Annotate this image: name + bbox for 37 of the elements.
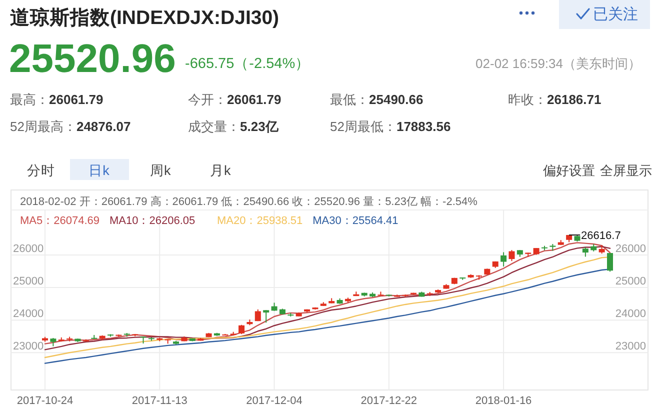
text: MA5：26074.69 bbox=[20, 215, 100, 227]
y2-tick-label: 25000 bbox=[615, 276, 646, 288]
text: 周k bbox=[150, 163, 171, 178]
x-tick-label: 2017-10-24 bbox=[16, 395, 74, 407]
text: 最低：25490.66 bbox=[330, 92, 424, 107]
chart-title: 道琼斯指数(INDEXDJX:DJI30) bbox=[10, 6, 280, 29]
annotation: 26616.7 bbox=[581, 230, 621, 242]
text: 最高：26061.79 bbox=[10, 92, 104, 107]
y-tick-label: 25000 bbox=[13, 276, 44, 288]
x-tick-label: 2017-11-13 bbox=[132, 395, 188, 407]
text: MA10：26206.05 bbox=[110, 215, 196, 227]
y-tick-label: 26000 bbox=[13, 243, 44, 256]
text: 52周最低：17883.56 bbox=[330, 119, 451, 134]
text: 日k bbox=[88, 163, 110, 178]
text: 52周最高：24876.07 bbox=[10, 119, 131, 134]
y-tick-label: 23000 bbox=[13, 340, 44, 353]
x-tick-label: 2017-12-22 bbox=[360, 395, 418, 407]
text: 昨收：26186.71 bbox=[508, 92, 602, 107]
y2-tick-label: 23000 bbox=[615, 340, 646, 353]
y-tick-label: 24000 bbox=[13, 308, 44, 320]
text: 02-02 16:59:34（美东时间） bbox=[476, 56, 641, 71]
y2-tick-label: 26000 bbox=[615, 243, 646, 256]
text: MA20：25938.51 bbox=[217, 215, 303, 227]
text: 2018-02-02 开：26061.79 高：26061.79 低：25490.66 收：25520.96 量：5.23亿 幅：-2.54% bbox=[20, 195, 478, 208]
text: 月k bbox=[210, 163, 231, 178]
text: 今开：26061.79 bbox=[188, 92, 282, 107]
text: 全屏显示 bbox=[600, 163, 652, 178]
text: 分时 bbox=[27, 163, 55, 178]
x-tick-label: 2017-12-04 bbox=[246, 395, 302, 407]
text: 25520.96 bbox=[9, 37, 176, 81]
text: MA30：25564.41 bbox=[312, 215, 398, 227]
text: 成交量：5.23亿 bbox=[188, 119, 280, 134]
y2-tick-label: 24000 bbox=[615, 308, 646, 320]
text: -665.75（-2.54%） bbox=[185, 56, 310, 72]
text: 已关注 bbox=[593, 6, 638, 23]
x-tick-label: 2018-01-16 bbox=[475, 395, 532, 407]
text: 偏好设置 bbox=[543, 163, 595, 178]
